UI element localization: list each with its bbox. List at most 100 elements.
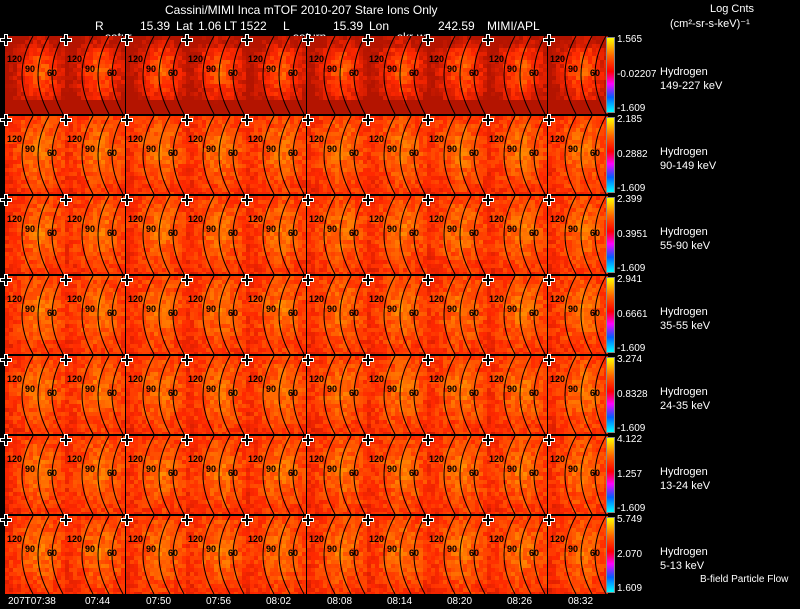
grid-label: 90 — [85, 64, 95, 74]
time-label: 08:02 — [266, 596, 291, 607]
energy-label: 24-35 keV — [660, 400, 710, 413]
image-cell: 120 90 60 — [427, 436, 487, 514]
image-cell: 120 90 60 — [5, 516, 65, 594]
grid-label: 60 — [590, 308, 600, 318]
grid-label: 120 — [429, 214, 444, 224]
colorbar-mid: 0.2882 — [617, 149, 648, 160]
image-cell: 120 90 60 — [126, 196, 186, 274]
grid-label: 60 — [349, 148, 359, 158]
grid-label: 120 — [248, 454, 263, 464]
grid-label: 90 — [25, 544, 35, 554]
grid-label: 60 — [228, 388, 238, 398]
grid-label: 90 — [507, 544, 517, 554]
cross-marker-icon — [482, 193, 494, 211]
image-cell: 120 90 60 — [367, 356, 427, 434]
grid-label: 60 — [590, 148, 600, 158]
grid-label: 120 — [369, 534, 384, 544]
grid-label: 90 — [568, 144, 578, 154]
grid-label: 60 — [529, 388, 539, 398]
cross-marker-icon — [0, 33, 12, 51]
grid-label: 60 — [47, 548, 57, 558]
cross-marker-icon — [482, 513, 494, 531]
grid-label: 60 — [168, 68, 178, 78]
grid-label: 60 — [168, 468, 178, 478]
image-cell: 120 90 60 — [487, 276, 547, 354]
cross-marker-icon — [60, 353, 72, 371]
colorbar-max: 3.274 — [617, 354, 642, 365]
grid-label: 120 — [429, 294, 444, 304]
grid-label: 90 — [25, 224, 35, 234]
grid-label: 90 — [266, 144, 276, 154]
grid-label: 60 — [590, 228, 600, 238]
grid-label: 90 — [266, 544, 276, 554]
grid-label: 60 — [288, 388, 298, 398]
grid-label: 90 — [507, 64, 517, 74]
cross-marker-icon — [362, 193, 374, 211]
grid-label: 120 — [128, 374, 143, 384]
lon-value: 242.59 — [438, 19, 475, 33]
image-cell: 120 90 60 — [65, 516, 125, 594]
cross-marker-icon — [60, 193, 72, 211]
lt-value: 1522 — [240, 19, 267, 33]
cross-marker-icon — [482, 113, 494, 131]
cross-marker-icon — [482, 433, 494, 451]
grid-label: 120 — [550, 454, 565, 464]
species-label: Hydrogen — [660, 546, 708, 559]
species-label: Hydrogen — [660, 386, 708, 399]
image-cell: 120 90 60 — [246, 276, 306, 354]
image-cell: 120 90 60 — [5, 116, 65, 194]
units-label: Log Cnts — [710, 3, 754, 15]
grid-label: 90 — [327, 64, 337, 74]
color-bar — [606, 277, 615, 353]
grid-label: 120 — [550, 374, 565, 384]
image-cell: 120 90 60 — [487, 196, 547, 274]
grid-label: 60 — [409, 308, 419, 318]
image-cell: 120 90 60 — [5, 436, 65, 514]
grid-label: 90 — [85, 304, 95, 314]
image-cell: 120 90 60 — [186, 276, 246, 354]
grid-label: 120 — [489, 454, 504, 464]
grid-label: 90 — [206, 144, 216, 154]
grid-label: 90 — [146, 224, 156, 234]
grid-label: 60 — [47, 308, 57, 318]
cross-marker-icon — [302, 273, 314, 291]
grid-label: 120 — [309, 54, 324, 64]
grid-label: 60 — [590, 548, 600, 558]
lt-label: LT — [224, 19, 237, 33]
lat-label: Lat — [176, 19, 193, 33]
time-label: 08:32 — [568, 596, 593, 607]
grid-label: 120 — [128, 294, 143, 304]
grid-label: 120 — [309, 214, 324, 224]
cross-marker-icon — [121, 193, 133, 211]
image-cell: 120 90 60 — [65, 116, 125, 194]
cross-marker-icon — [302, 193, 314, 211]
grid-label: 90 — [327, 544, 337, 554]
grid-label: 120 — [489, 134, 504, 144]
grid-label: 120 — [309, 454, 324, 464]
grid-label: 60 — [529, 148, 539, 158]
image-cell: 120 90 60 — [367, 516, 427, 594]
image-cell: 120 90 60 — [307, 196, 367, 274]
grid-label: 60 — [47, 388, 57, 398]
units-sub-label: (cm²-sr-s-keV)⁻¹ — [670, 17, 750, 30]
image-cell: 120 90 60 — [126, 436, 186, 514]
cross-marker-icon — [362, 433, 374, 451]
grid-label: 60 — [228, 308, 238, 318]
image-cell: 120 90 60 — [65, 196, 125, 274]
grid-label: 60 — [107, 148, 117, 158]
grid-label: 120 — [429, 54, 444, 64]
grid-label: 60 — [469, 68, 479, 78]
image-cell: 120 90 60 — [186, 116, 246, 194]
image-cell: 120 90 60 — [5, 36, 65, 114]
grid-label: 60 — [47, 148, 57, 158]
image-cell: 120 90 60 — [367, 36, 427, 114]
image-cell: 120 90 60 — [246, 116, 306, 194]
grid-label: 60 — [288, 308, 298, 318]
grid-label: 90 — [387, 384, 397, 394]
grid-label: 60 — [469, 228, 479, 238]
image-cell: 120 90 60 — [367, 196, 427, 274]
grid-label: 120 — [309, 294, 324, 304]
image-cell: 120 90 60 — [126, 36, 186, 114]
grid-label: 60 — [349, 548, 359, 558]
cross-marker-icon — [543, 273, 555, 291]
